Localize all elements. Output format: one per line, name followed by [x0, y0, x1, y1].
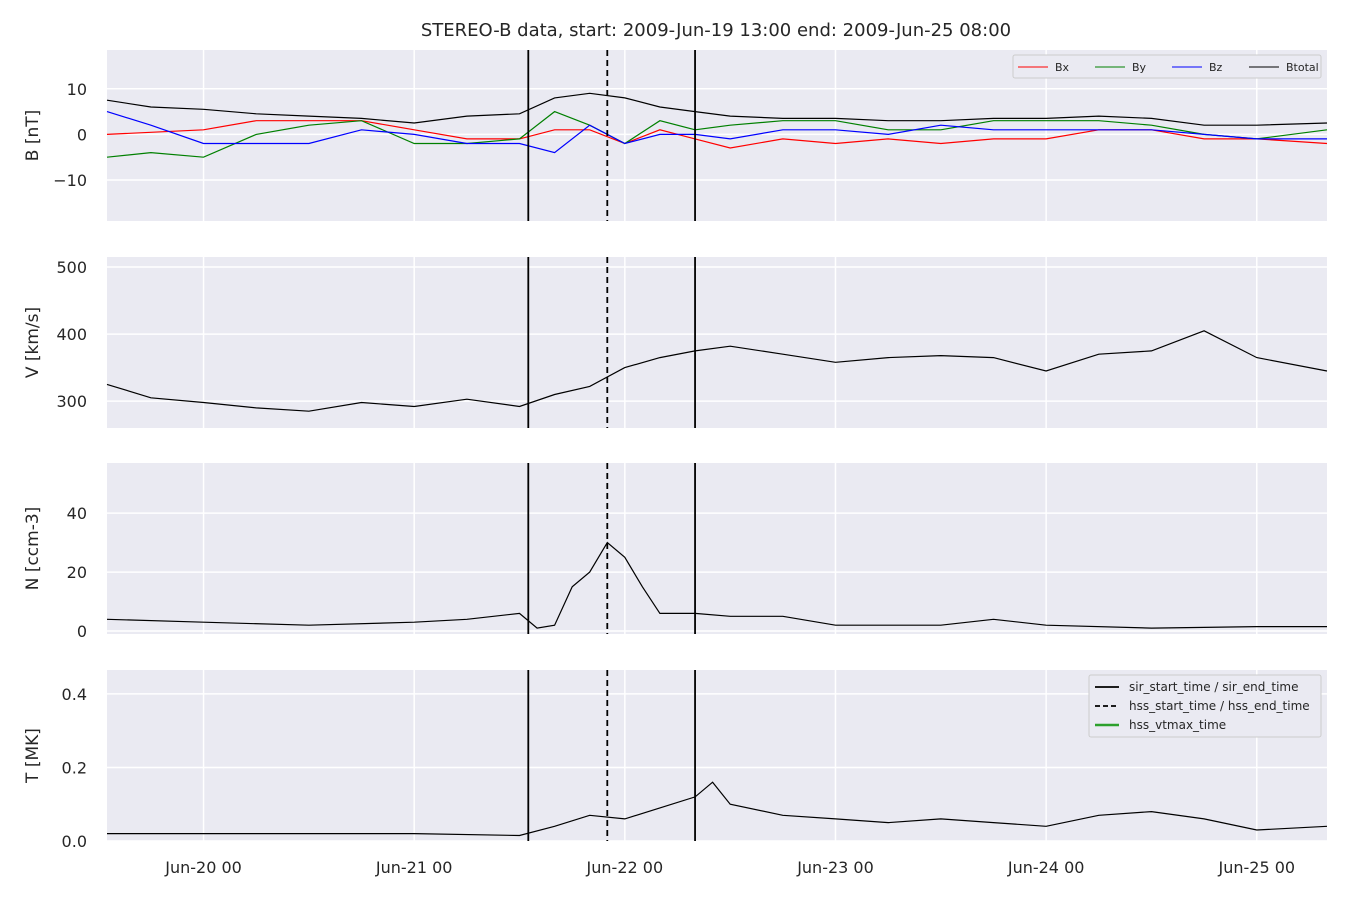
legend-box: [1012, 54, 1322, 79]
series-line-By: [106, 110, 1328, 158]
series-line-Btotal: [106, 92, 1328, 126]
legend-label: Btotal: [1286, 61, 1319, 74]
y-tick-label: 0.4: [62, 685, 87, 704]
y-tick-label: 300: [56, 392, 87, 411]
series-line-N: [106, 541, 1327, 629]
plot-area: [107, 463, 1327, 634]
y-tick-label: 20: [67, 563, 87, 582]
chart-title: STEREO-B data, start: 2009-Jun-19 13:00 …: [421, 20, 1011, 41]
y-axis-label: N [ccm-3]: [23, 507, 43, 591]
y-tick-label: 0.0: [62, 832, 87, 851]
y-tick-label: −10: [53, 171, 87, 190]
x-tick-label: Jun-25 00: [1217, 858, 1295, 877]
series-line-T: [107, 781, 1328, 837]
legend-label: hss_vtmax_time: [1129, 718, 1226, 732]
panel-B: −10 0 10 B [nT] Bx By Bz Btotal: [23, 50, 1328, 221]
legend-box: [1088, 674, 1322, 738]
x-tick-label: Jun-22 00: [586, 858, 664, 877]
y-tick-label: 40: [67, 504, 87, 523]
x-tick-label: Jun-20 00: [164, 858, 242, 877]
legend-label: By: [1132, 61, 1147, 74]
x-tick-label: Jun-23 00: [796, 858, 874, 877]
y-tick-label: 0: [77, 125, 87, 144]
y-tick-label: 0.2: [62, 758, 87, 777]
legend-label: Bx: [1055, 61, 1070, 74]
plot-area: [107, 257, 1327, 428]
y-tick-label: 500: [56, 258, 87, 277]
y-tick-label: 10: [67, 80, 87, 99]
legend-label: hss_start_time / hss_end_time: [1129, 699, 1310, 713]
series-line-V: [106, 330, 1328, 412]
panel-V: 300 400 500 V [km/s]: [23, 257, 1328, 428]
y-axis-label: T [MK]: [23, 728, 43, 784]
series-line-Bz: [106, 111, 1327, 154]
y-tick-label: 400: [56, 325, 87, 344]
y-tick-label: 0: [77, 622, 87, 641]
legend-label: Bz: [1209, 61, 1223, 74]
legend-label: sir_start_time / sir_end_time: [1129, 680, 1299, 694]
y-axis-label: V [km/s]: [23, 307, 43, 378]
panel-T: Jun-20 00 Jun-21 00 Jun-22 00 Jun-23 00 Jun-…: [23, 670, 1328, 877]
x-tick-label: Jun-24 00: [1007, 858, 1085, 877]
panel-N: 0 20 40 N [ccm-3]: [23, 463, 1327, 641]
x-tick-label: Jun-21 00: [375, 858, 453, 877]
y-axis-label: B [nT]: [23, 110, 43, 162]
